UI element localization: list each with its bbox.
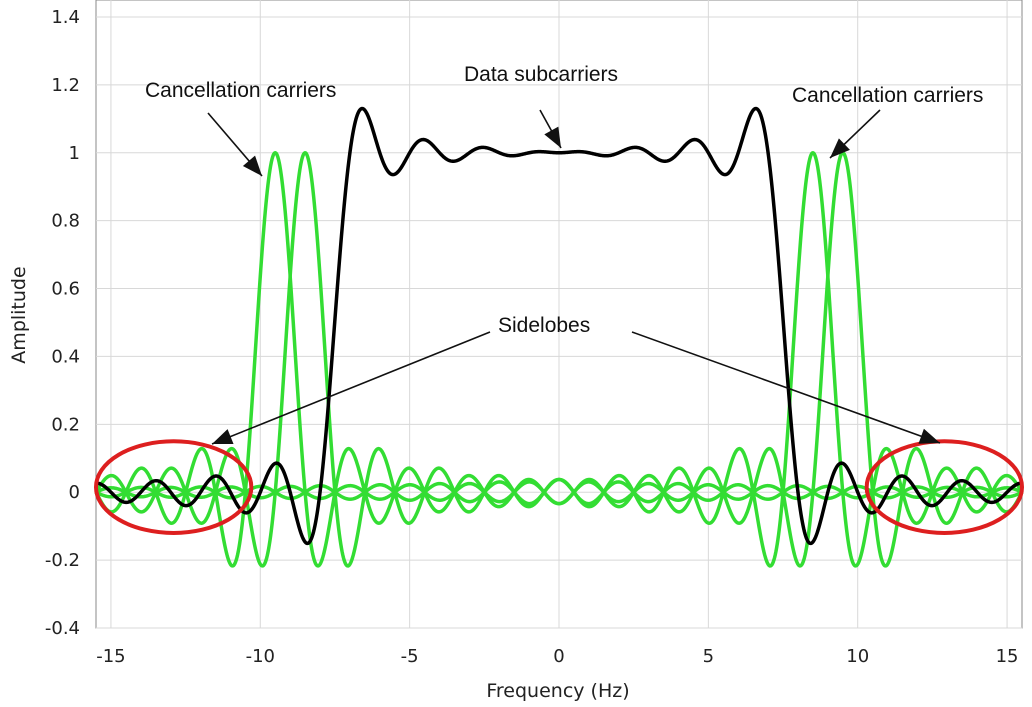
y-axis-ticks: -0.4 -0.2 0 0.2 0.4 0.6 0.8 1 1.2 1.4 — [45, 7, 80, 639]
annotation-arrow-head — [212, 429, 234, 444]
y-tick-label: -0.4 — [45, 618, 80, 639]
x-tick-label: -15 — [96, 646, 125, 667]
y-tick-label: 1.4 — [51, 7, 80, 28]
annotation-arrow-head — [242, 155, 262, 176]
y-tick-label: 0.6 — [51, 279, 80, 300]
annotation-arrows — [207, 109, 941, 445]
annotation-sidelobes: Sidelobes — [498, 314, 590, 337]
x-tick-label: 5 — [703, 646, 714, 667]
y-tick-label: 0.2 — [51, 414, 80, 435]
annotation-arrow-head — [830, 138, 850, 158]
x-axis-title: Frequency (Hz) — [486, 680, 629, 702]
y-axis-title: Amplitude — [8, 266, 30, 363]
annotation-arrow-head — [544, 126, 561, 148]
sidelobe-highlight-ellipse — [864, 439, 1025, 535]
y-tick-label: 0 — [69, 482, 80, 503]
y-tick-label: -0.2 — [45, 550, 80, 571]
data-subcarriers-line — [94, 106, 1024, 546]
x-axis-ticks: -15 -10 -5 0 5 10 15 — [96, 646, 1018, 667]
annotation-cancellation-left: Cancellation carriers — [145, 79, 336, 102]
grid — [96, 0, 1022, 629]
y-tick-label: 1 — [69, 143, 80, 164]
annotation-arrow-line — [631, 331, 941, 444]
sidelobe-highlight-ellipse — [94, 439, 254, 535]
y-tick-label: 0.8 — [51, 211, 80, 232]
x-tick-label: 15 — [996, 646, 1019, 667]
annotation-arrow-line — [211, 331, 491, 445]
x-tick-label: -5 — [401, 646, 419, 667]
highlight-group — [94, 439, 1025, 535]
x-tick-label: -10 — [246, 646, 275, 667]
annotation-cancellation-right: Cancellation carriers — [792, 84, 983, 107]
x-tick-label: 10 — [846, 646, 869, 667]
y-tick-label: 0.4 — [51, 346, 80, 367]
x-tick-label: 0 — [553, 646, 564, 667]
y-tick-label: 1.2 — [51, 75, 80, 96]
annotation-arrow-head — [918, 428, 940, 444]
annotation-data-subcarriers: Data subcarriers — [464, 63, 618, 86]
